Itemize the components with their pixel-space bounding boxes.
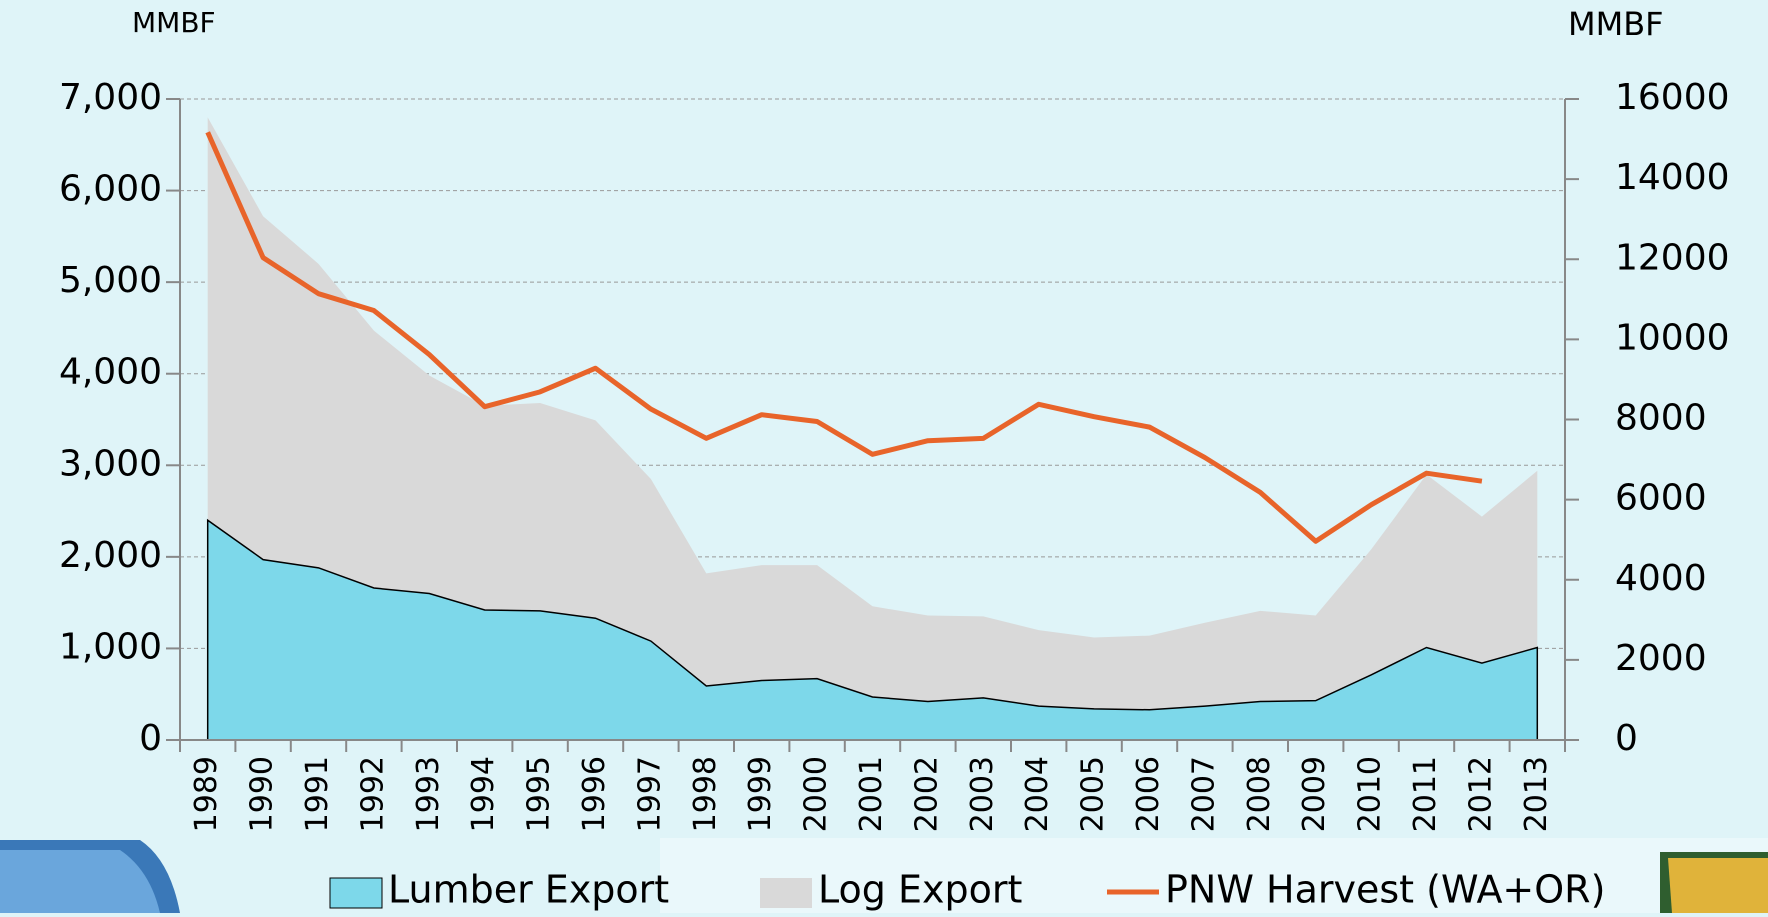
- x-tick-label: 2012: [1463, 756, 1498, 832]
- y2-tick-label: 10000: [1615, 317, 1730, 358]
- x-tick-label: 1999: [743, 756, 778, 832]
- x-tick-label: 1991: [300, 756, 335, 832]
- x-tick-label: 1998: [688, 756, 723, 832]
- y-tick-label: 3,000: [59, 443, 162, 484]
- x-tick-label: 2013: [1519, 756, 1554, 832]
- y-tick-label: 5,000: [59, 260, 162, 301]
- x-tick-label: 2002: [909, 756, 944, 832]
- y2-tick-label: 0: [1615, 718, 1638, 759]
- x-tick-label: 2008: [1242, 756, 1277, 832]
- y2-tick-label: 2000: [1615, 638, 1707, 679]
- legend-label: Lumber Export: [388, 868, 669, 912]
- x-tick-label: 1989: [189, 756, 224, 832]
- logo: [1660, 852, 1768, 913]
- x-tick-label: 2004: [1020, 756, 1055, 832]
- y2-axis-label: MMBF: [1568, 5, 1664, 43]
- y-tick-label: 6,000: [59, 169, 162, 210]
- area: [207, 117, 1538, 710]
- y-axis-label: MMBF: [132, 6, 216, 39]
- y-tick-label: 1,000: [59, 626, 162, 667]
- x-tick-label: 2009: [1297, 756, 1332, 832]
- y2-tick-label: 6000: [1615, 478, 1707, 519]
- x-tick-label: 2003: [965, 756, 1000, 832]
- x-tick-label: 2010: [1353, 756, 1388, 832]
- x-tick-label: 1997: [632, 756, 667, 832]
- y2-tick-label: 14000: [1615, 157, 1730, 198]
- x-tick-label: 2011: [1408, 756, 1443, 832]
- x-tick-label: 2000: [799, 756, 834, 832]
- legend-swatch: [329, 877, 383, 909]
- y2-tick-label: 4000: [1615, 558, 1707, 599]
- legend-label: PNW Harvest (WA+OR): [1165, 868, 1605, 912]
- x-tick-label: 2007: [1186, 756, 1221, 832]
- y2-tick-label: 8000: [1615, 398, 1707, 439]
- x-tick-label: 1992: [355, 756, 390, 832]
- legend-swatch: [760, 878, 812, 908]
- legend-background: [660, 838, 1768, 913]
- y-tick-label: 2,000: [59, 535, 162, 576]
- x-tick-label: 2001: [854, 756, 889, 832]
- line: [205, 131, 1483, 544]
- y2-tick-label: 16000: [1615, 77, 1730, 118]
- x-tick-label: 2005: [1076, 756, 1111, 832]
- y2-tick-label: 12000: [1615, 237, 1730, 278]
- x-tick-label: 1990: [245, 756, 280, 832]
- x-tick-label: 1993: [411, 756, 446, 832]
- x-tick-label: 1995: [522, 756, 557, 832]
- y-tick-label: 0: [139, 718, 162, 759]
- legend-label: Log Export: [818, 868, 1022, 912]
- area-outline: [206, 518, 1539, 740]
- area: [207, 520, 1538, 740]
- x-tick-label: 2006: [1131, 756, 1166, 832]
- y-tick-label: 4,000: [59, 352, 162, 393]
- x-tick-label: 1996: [577, 756, 612, 832]
- x-tick-label: 1994: [466, 756, 501, 832]
- decoration: [0, 850, 160, 913]
- y-tick-label: 7,000: [59, 77, 162, 118]
